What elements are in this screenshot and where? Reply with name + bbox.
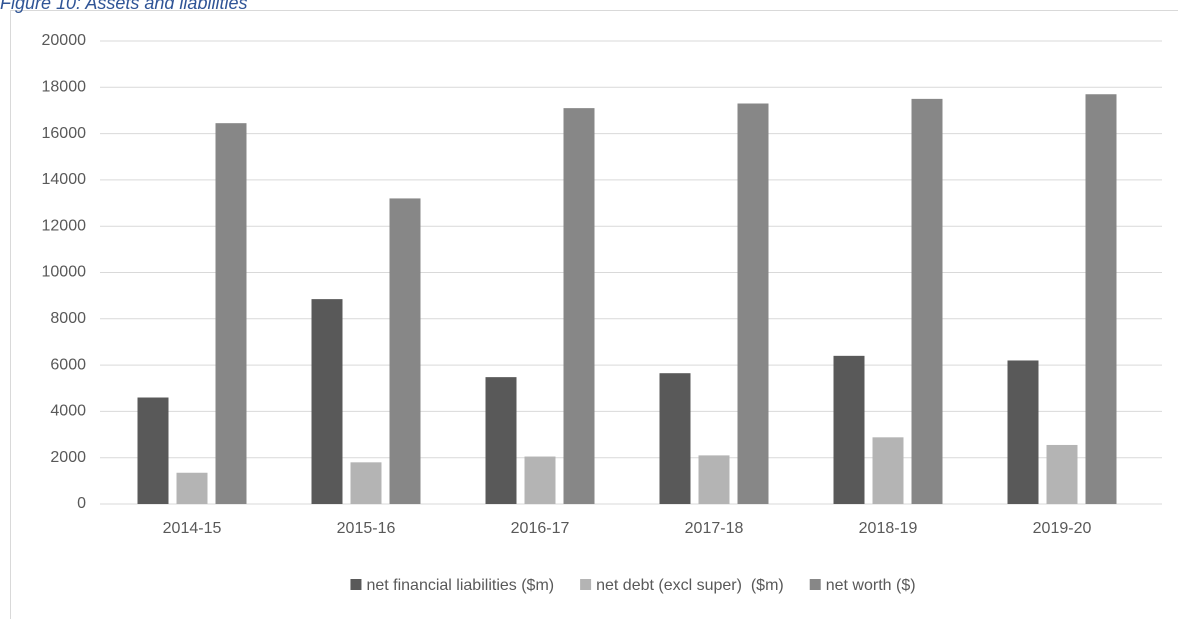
legend: net financial liabilities ($m) net debt (… (350, 577, 916, 594)
chart-border (10, 10, 1178, 619)
x-tick-label: 2018-19 (859, 520, 918, 537)
bar (389, 198, 421, 505)
bar (1085, 94, 1117, 505)
legend-item: net financial liabilities ($m) (350, 577, 554, 594)
legend-label: net debt (excl super) ($m) (596, 577, 784, 594)
bar (563, 108, 595, 504)
bar (659, 373, 691, 504)
y-tick-label: 0 (77, 495, 86, 512)
bar (311, 299, 343, 504)
y-tick-label: 8000 (50, 310, 86, 327)
y-tick-label: 4000 (50, 403, 86, 420)
bar (1007, 360, 1039, 504)
x-tick-label: 2016-17 (511, 520, 570, 537)
bar (872, 437, 904, 504)
legend-label: net financial liabilities ($m) (366, 577, 554, 594)
y-tick-label: 20000 (42, 32, 87, 49)
y-tick-label: 2000 (50, 449, 86, 466)
y-tick-label: 6000 (50, 356, 86, 373)
legend-item: net debt (excl super) ($m) (580, 577, 784, 594)
y-tick-label: 18000 (42, 79, 87, 96)
x-tick-label: 2015-16 (337, 520, 396, 537)
bar (176, 472, 208, 504)
bar (737, 103, 769, 504)
legend-label: net worth ($) (826, 577, 916, 594)
bar (137, 397, 169, 504)
y-tick-label: 14000 (42, 171, 87, 188)
bar (1046, 444, 1078, 504)
bar (215, 123, 247, 505)
bar (911, 98, 943, 504)
chart-title: Figure 10: Assets and liabilities (0, 0, 247, 13)
y-tick-label: 10000 (42, 264, 87, 281)
x-tick-label: 2019-20 (1033, 520, 1092, 537)
bar (524, 456, 556, 504)
bar (833, 355, 865, 504)
bar (698, 455, 730, 504)
bar (350, 462, 382, 504)
y-tick-label: 12000 (42, 217, 87, 234)
legend-swatch (809, 579, 821, 590)
legend-swatch (580, 579, 592, 590)
y-tick-label: 16000 (42, 125, 87, 142)
legend-item: net worth ($) (809, 577, 916, 594)
x-tick-label: 2017-18 (685, 520, 744, 537)
legend-swatch (350, 579, 362, 590)
bar (485, 377, 517, 504)
x-tick-label: 2014-15 (163, 520, 222, 537)
